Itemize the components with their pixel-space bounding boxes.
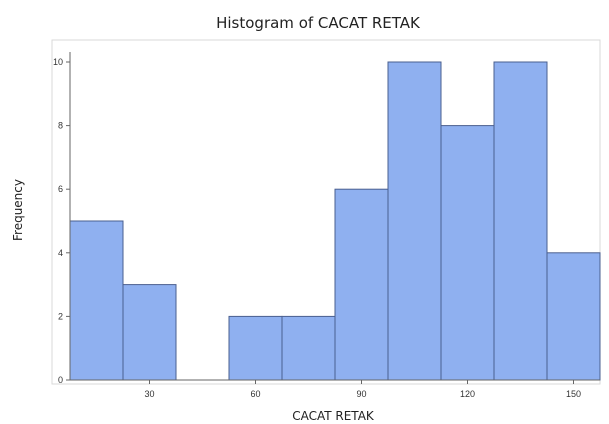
chart-title: Histogram of CACAT RETAK bbox=[216, 14, 421, 32]
y-ticks-group: 0 2 4 6 8 10 bbox=[53, 57, 70, 385]
y-tick-label-1: 2 bbox=[58, 311, 63, 321]
x-tick-label-0: 30 bbox=[144, 389, 154, 399]
histogram-bar-3 bbox=[228, 315, 283, 381]
histogram-bar-5 bbox=[334, 188, 389, 381]
x-ticks-group: 30 60 90 120 150 bbox=[144, 380, 581, 399]
y-tick-label-3: 6 bbox=[58, 184, 63, 194]
y-tick-label-2: 4 bbox=[58, 248, 63, 258]
x-tick-label-3: 120 bbox=[460, 389, 475, 399]
x-axis-label: CACAT RETAK bbox=[292, 409, 375, 423]
histogram-bar-4 bbox=[281, 315, 336, 381]
histogram-bar-0 bbox=[69, 220, 124, 381]
histogram-bar-7 bbox=[440, 125, 495, 381]
y-tick-label-5: 10 bbox=[53, 57, 63, 67]
x-tick-label-2: 90 bbox=[356, 389, 366, 399]
bars-group bbox=[69, 61, 601, 381]
histogram-bar-9 bbox=[546, 252, 601, 381]
histogram-bar-1 bbox=[122, 284, 177, 381]
y-tick-label-0: 0 bbox=[58, 375, 63, 385]
histogram-bar-6 bbox=[387, 61, 442, 381]
y-axis-label: Frequency bbox=[11, 179, 25, 241]
x-tick-label-4: 150 bbox=[566, 389, 581, 399]
x-tick-label-1: 60 bbox=[250, 389, 260, 399]
y-tick-label-4: 8 bbox=[58, 121, 63, 131]
histogram-bar-8 bbox=[493, 61, 548, 381]
